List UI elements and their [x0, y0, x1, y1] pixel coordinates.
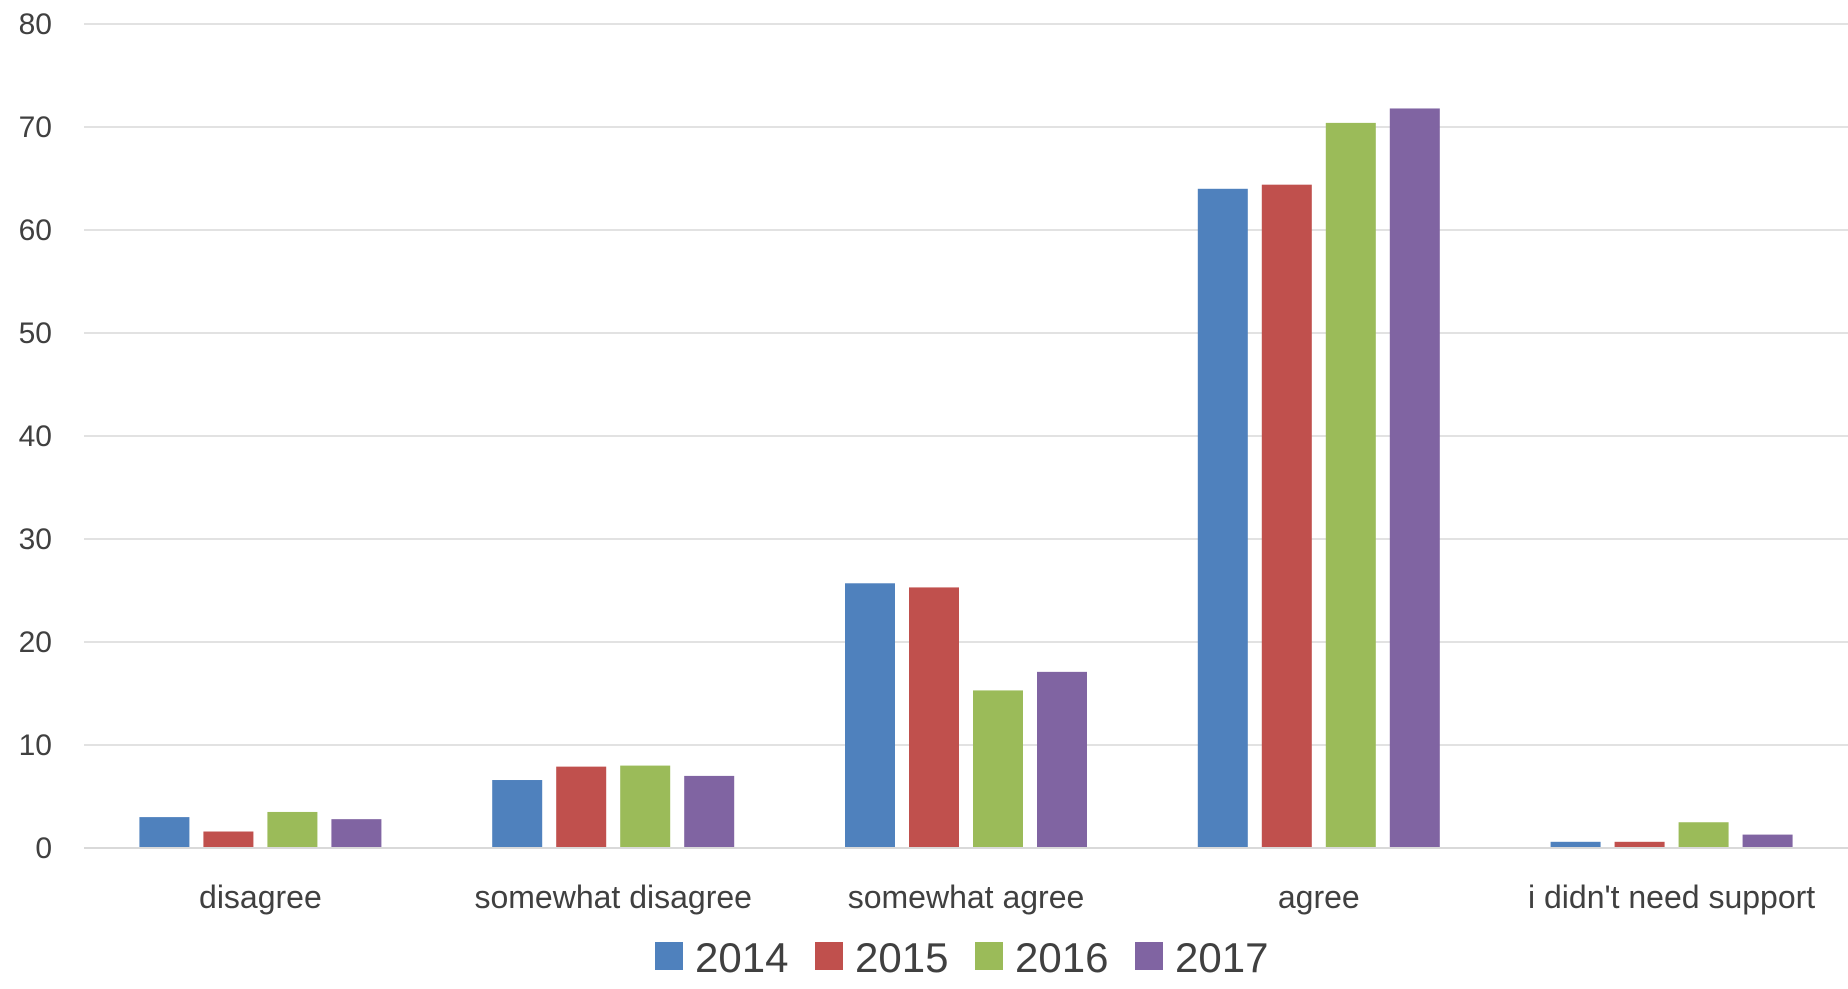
- bar-2016-0: [267, 811, 318, 848]
- bars: [139, 108, 1793, 849]
- legend-item-2016: 2016: [975, 934, 1108, 981]
- legend-swatch: [975, 942, 1003, 970]
- bar-2015-1: [556, 766, 607, 848]
- bar-2015-0: [203, 831, 254, 848]
- bar-2017-3: [1389, 108, 1440, 848]
- category-label: agree: [1278, 879, 1360, 915]
- legend-item-2017: 2017: [1135, 934, 1268, 981]
- bar-2014-4: [1550, 841, 1601, 848]
- legend-label: 2017: [1175, 934, 1268, 981]
- y-tick-label: 60: [19, 214, 52, 247]
- bar-2015-3: [1261, 184, 1312, 848]
- y-tick-label: 20: [19, 626, 52, 659]
- y-tick-label: 70: [19, 111, 52, 144]
- y-axis-tick-labels: 0 10 20 30 40 50 60 70 80: [19, 8, 52, 865]
- legend-item-2014: 2014: [655, 934, 788, 981]
- bar-2015-2: [909, 587, 959, 848]
- legend-label: 2014: [695, 934, 788, 981]
- bar-2014-3: [1197, 188, 1248, 849]
- category-label: disagree: [199, 879, 322, 915]
- legend-label: 2015: [855, 934, 948, 981]
- legend-item-2015: 2015: [815, 934, 948, 981]
- bar-2015-4: [1614, 841, 1665, 848]
- bar-2016-1: [620, 765, 671, 848]
- bar-2014-1: [492, 780, 543, 848]
- gridlines: [84, 23, 1848, 746]
- bar-2017-0: [331, 819, 382, 848]
- category-label: somewhat agree: [848, 879, 1085, 915]
- bar-2014-0: [139, 817, 190, 848]
- legend-swatch: [815, 942, 843, 970]
- bar-2016-2: [973, 690, 1023, 848]
- category-label: somewhat disagree: [474, 879, 751, 915]
- category-label: i didn't need support: [1528, 879, 1815, 915]
- bar-2017-4: [1742, 834, 1793, 848]
- y-tick-label: 30: [19, 523, 52, 556]
- y-tick-label: 40: [19, 420, 52, 453]
- bar-2014-2: [845, 583, 895, 848]
- legend-label: 2016: [1015, 934, 1108, 981]
- y-tick-label: 80: [19, 8, 52, 41]
- bar-2016-4: [1678, 822, 1729, 848]
- legend: 2014 2015 2016 2017: [655, 934, 1268, 981]
- bar-2017-2: [1037, 671, 1087, 848]
- legend-swatch: [655, 942, 683, 970]
- y-tick-label: 0: [35, 832, 52, 865]
- y-tick-label: 10: [19, 729, 52, 762]
- x-axis-category-labels: disagree somewhat disagree somewhat agree a…: [199, 879, 1815, 915]
- legend-swatch: [1135, 942, 1163, 970]
- bar-2016-3: [1325, 122, 1376, 848]
- bar-2017-1: [684, 775, 735, 848]
- y-tick-label: 50: [19, 317, 52, 350]
